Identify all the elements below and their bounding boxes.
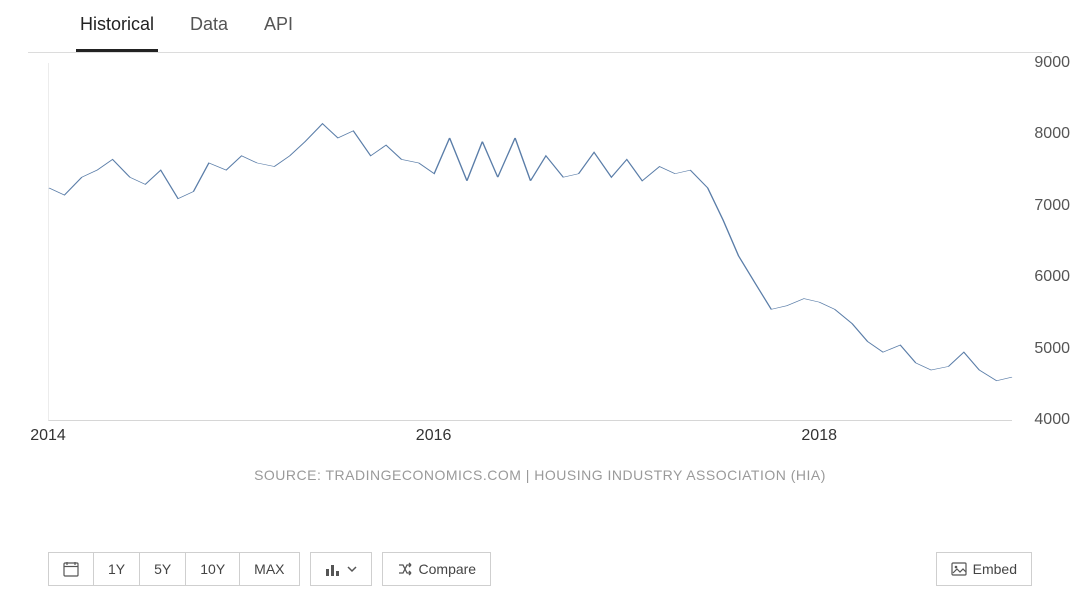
embed-label: Embed (973, 561, 1017, 577)
shuffle-icon (397, 561, 413, 577)
toolbar: 1Y 5Y 10Y MAX Compare (48, 552, 1032, 586)
range-10y-button[interactable]: 10Y (185, 552, 240, 586)
chart-type-group (310, 552, 372, 586)
x-tick-label: 2016 (416, 427, 452, 445)
y-tick-label: 7000 (1034, 197, 1070, 215)
tab-historical[interactable]: Historical (76, 14, 158, 52)
y-axis: 400050006000700080009000 (1012, 63, 1070, 420)
y-tick-label: 6000 (1034, 268, 1070, 286)
compare-button[interactable]: Compare (382, 552, 492, 586)
range-5y-button[interactable]: 5Y (139, 552, 186, 586)
bar-chart-icon (325, 561, 341, 577)
compare-label: Compare (419, 561, 477, 577)
plot-box: 400050006000700080009000 (48, 63, 1012, 421)
embed-button[interactable]: Embed (936, 552, 1032, 586)
source-attribution: SOURCE: TRADINGECONOMICS.COM | HOUSING I… (0, 467, 1080, 483)
y-tick-label: 8000 (1034, 125, 1070, 143)
tab-data[interactable]: Data (186, 14, 232, 52)
chart-type-button[interactable] (310, 552, 372, 586)
calendar-button[interactable] (48, 552, 94, 586)
x-tick-label: 2018 (801, 427, 837, 445)
toolbar-right: Embed (936, 552, 1032, 586)
tabs-bar: Historical Data API (28, 0, 1052, 53)
image-icon (951, 561, 967, 577)
compare-group: Compare (382, 552, 492, 586)
range-button-group: 1Y 5Y 10Y MAX (48, 552, 300, 586)
chevron-down-icon (347, 561, 357, 577)
chart-area: 400050006000700080009000 201420162018 (48, 63, 1012, 445)
y-tick-label: 4000 (1034, 411, 1070, 429)
x-axis: 201420162018 (48, 421, 1012, 445)
y-tick-label: 5000 (1034, 340, 1070, 358)
range-max-button[interactable]: MAX (239, 552, 299, 586)
y-tick-label: 9000 (1034, 54, 1070, 72)
line-chart-svg (49, 63, 1012, 420)
x-tick-label: 2014 (30, 427, 66, 445)
calendar-icon (63, 561, 79, 577)
data-series-line (49, 124, 1012, 381)
range-1y-button[interactable]: 1Y (93, 552, 140, 586)
toolbar-left: 1Y 5Y 10Y MAX Compare (48, 552, 491, 586)
tab-api[interactable]: API (260, 14, 297, 52)
